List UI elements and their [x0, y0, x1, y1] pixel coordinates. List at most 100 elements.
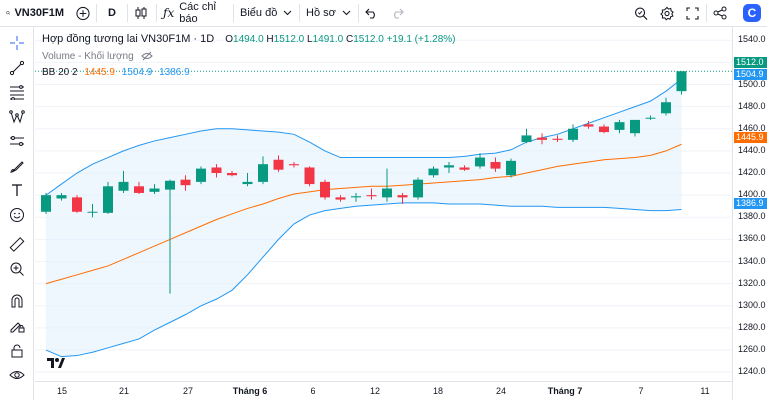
last-price-tag: 1512.0 — [734, 57, 767, 68]
eye-hidden-icon[interactable] — [141, 51, 154, 61]
undo-button[interactable] — [359, 0, 385, 27]
icon-tool[interactable] — [5, 203, 29, 227]
candle-body — [552, 138, 563, 140]
top-toolbar: VN30F1M D ƒx Các chỉ báo Biểu đồ Hồ sơ — [0, 0, 767, 27]
bb-lower-value: 1386.9 — [159, 67, 190, 78]
candle-body — [645, 117, 656, 119]
interval-label: D — [108, 7, 116, 19]
divider — [706, 4, 707, 22]
crosshair-tool[interactable] — [5, 31, 29, 55]
open-label: O — [225, 34, 234, 45]
tv-logo-icon — [47, 358, 65, 368]
pattern-icon — [9, 110, 25, 124]
candle-body — [320, 181, 330, 198]
prediction-icon — [10, 136, 24, 146]
chart-style-button[interactable] — [128, 0, 156, 27]
profile-label: Hồ sơ — [306, 7, 336, 19]
low-label: L — [307, 34, 313, 45]
volume-legend[interactable]: Volume - Khối lượng — [42, 51, 154, 62]
candle-body — [211, 167, 222, 174]
time-tick-label: 24 — [495, 386, 507, 396]
price-chart[interactable] — [35, 27, 732, 381]
settings-button[interactable] — [654, 0, 680, 27]
candle-body — [459, 167, 470, 170]
share-icon — [713, 6, 727, 20]
time-axis[interactable] — [35, 381, 732, 400]
fullscreen-button[interactable] — [680, 0, 706, 27]
price-tick-label: 1540.0 — [738, 34, 766, 45]
candle-body — [676, 71, 687, 92]
divider — [358, 4, 359, 22]
trend-line-tool[interactable] — [5, 56, 29, 80]
indicators-button[interactable]: ƒx Các chỉ báo — [157, 0, 233, 27]
text-icon — [12, 184, 22, 196]
price-tick-label: 1320.0 — [738, 277, 766, 288]
price-tick-label: 1280.0 — [738, 321, 766, 332]
bb-legend[interactable]: BB 20 2 1445.9 1504.9 1386.9 — [42, 67, 190, 78]
fib-retracement-icon — [10, 85, 24, 100]
bb-basis-line — [45, 143, 682, 285]
candle-body — [149, 188, 160, 192]
candle-body — [382, 188, 392, 198]
time-tick-label: 15 — [56, 386, 68, 396]
fx-icon: ƒx — [163, 6, 175, 20]
bb-label: BB 20 2 — [42, 67, 78, 78]
magnet-icon — [11, 294, 23, 308]
time-tick-label: Tháng 7 — [547, 386, 583, 396]
fib-tool[interactable] — [5, 80, 29, 104]
price-tick-label: 1400.0 — [738, 189, 766, 200]
bb-upper-line — [45, 78, 682, 196]
candle-body — [599, 126, 609, 133]
magnet-tool[interactable] — [5, 289, 29, 313]
zoom-in-icon — [10, 262, 24, 276]
price-tick-label: 1360.0 — [738, 233, 766, 244]
symbol-name: VN30F1M — [14, 7, 64, 19]
time-tick-label: 7 — [638, 386, 644, 396]
price-tick-label: 1440.0 — [738, 144, 766, 155]
visibility-tool[interactable] — [5, 363, 29, 387]
candle-body — [41, 195, 51, 212]
bb-lower-line — [45, 202, 682, 358]
redo-button[interactable] — [385, 0, 411, 27]
divider — [127, 4, 128, 22]
pattern-tool[interactable] — [5, 105, 29, 129]
prediction-tool[interactable] — [5, 129, 29, 153]
draw-mode-tool[interactable] — [5, 314, 29, 338]
candle-body — [630, 119, 640, 134]
candle-body — [258, 164, 268, 182]
symbol-search[interactable]: VN30F1M — [0, 0, 70, 27]
candle-body — [444, 165, 454, 168]
zoom-search-icon — [635, 7, 648, 20]
brush-tool[interactable] — [5, 154, 29, 178]
price-tick-label: 1420.0 — [738, 167, 766, 178]
ruler-icon — [9, 237, 25, 252]
candle-body — [583, 124, 594, 127]
interval-button[interactable]: D — [97, 0, 127, 27]
search-icon — [6, 11, 11, 16]
measure-tool[interactable] — [5, 232, 29, 256]
lock-tool[interactable] — [5, 339, 29, 363]
chart-type-dropdown[interactable]: Biểu đồ — [234, 0, 299, 27]
quick-search-button[interactable] — [628, 0, 654, 27]
candle-body — [289, 164, 299, 166]
candle-body — [506, 160, 516, 176]
close-value: 1512.0 — [353, 34, 384, 45]
zoom-tool[interactable] — [5, 257, 29, 281]
candles-icon — [135, 7, 147, 19]
brand-button[interactable]: C — [737, 0, 767, 27]
text-tool[interactable] — [5, 178, 29, 202]
high-value: 1512.0 — [273, 34, 305, 45]
price-tick-label: 1480.0 — [738, 100, 766, 111]
price-axis[interactable] — [732, 27, 767, 400]
ohlc-values: O1494.0 H1512.0 L1491.0 C1512.0 +19.1 (+… — [225, 34, 455, 45]
share-button[interactable] — [707, 0, 737, 27]
time-tick-label: Tháng 6 — [232, 386, 268, 396]
candle-body — [335, 197, 346, 200]
compare-button[interactable] — [70, 0, 96, 27]
divider — [299, 4, 300, 22]
profile-dropdown[interactable]: Hồ sơ — [300, 0, 358, 27]
close-label: C — [345, 34, 354, 45]
time-tick-label: 27 — [182, 386, 194, 396]
open-value: 1494.0 — [233, 34, 264, 45]
high-label: H — [266, 34, 274, 45]
